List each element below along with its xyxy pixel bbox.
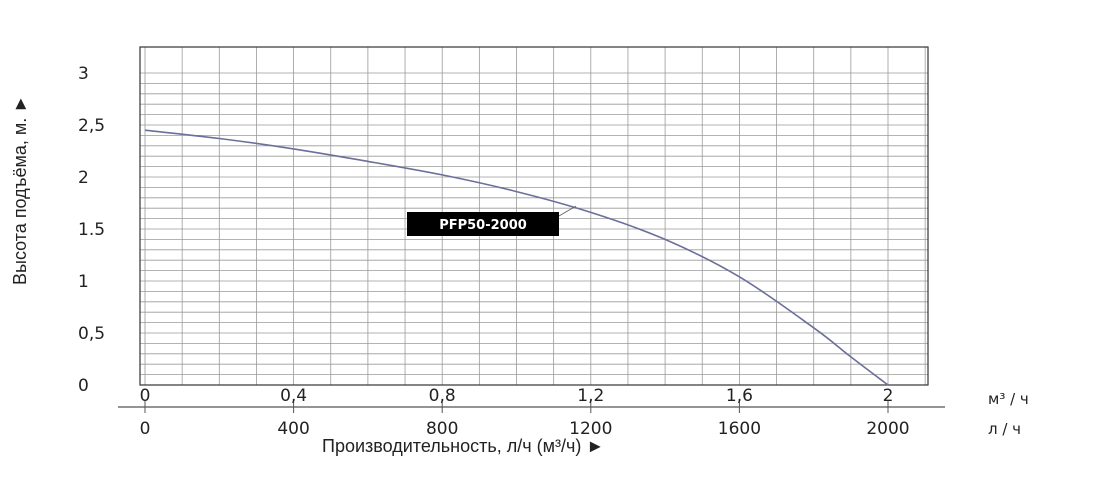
- y-axis-title: Высота подъёма, м. ►: [10, 95, 30, 285]
- x-unit-lh: л / ч: [988, 420, 1021, 438]
- x-tick-label-lh: 0: [140, 419, 151, 439]
- x-tick-label-m3h: 0,8: [429, 386, 456, 406]
- x-tick-label-m3h: 0,4: [280, 386, 307, 406]
- series-label: PFP50-2000: [439, 218, 527, 233]
- y-tick-label: 3: [78, 64, 89, 84]
- series-label-box: [407, 212, 559, 236]
- y-axis-ticks: 0 0,5 1 1.5 2 2,5 3: [78, 64, 105, 396]
- x-tick-label-m3h: 2: [883, 386, 894, 406]
- y-tick-label: 0,5: [78, 324, 105, 344]
- x-tick-label-lh: 400: [277, 419, 309, 439]
- series-label-leader: [558, 205, 577, 217]
- x-axis-title: Производительность, л/ч (м³/ч) ►: [322, 436, 604, 456]
- x-tick-label-lh: 1200: [569, 419, 612, 439]
- y-tick-label: 0: [78, 376, 89, 396]
- x-tick-label-lh: 800: [426, 419, 458, 439]
- plot-frame: [139, 46, 929, 386]
- x-axis-ticks-m3h: 0 0,4 0,8 1,2 1,6 2: [140, 386, 894, 413]
- series-line: [144, 129, 889, 386]
- y-tick-label: 2: [78, 168, 89, 188]
- x-tick-label-lh: 2000: [866, 419, 909, 439]
- y-tick-label: 1: [78, 272, 89, 292]
- x-tick-label-m3h: 1,6: [726, 386, 753, 406]
- x-tick-label-lh: 1600: [718, 419, 761, 439]
- x-tick-label-m3h: 1,2: [577, 386, 604, 406]
- x-axis-ticks-lh: 0 400 800 1200 1600 2000: [140, 419, 910, 439]
- grid: [140, 47, 928, 386]
- series-layer: PFP50-2000: [144, 129, 889, 386]
- y-tick-label: 2,5: [78, 116, 105, 136]
- x-tick-label-m3h: 0: [140, 386, 151, 406]
- y-tick-label: 1.5: [78, 220, 105, 240]
- x-unit-m3h: м³ / ч: [988, 390, 1029, 408]
